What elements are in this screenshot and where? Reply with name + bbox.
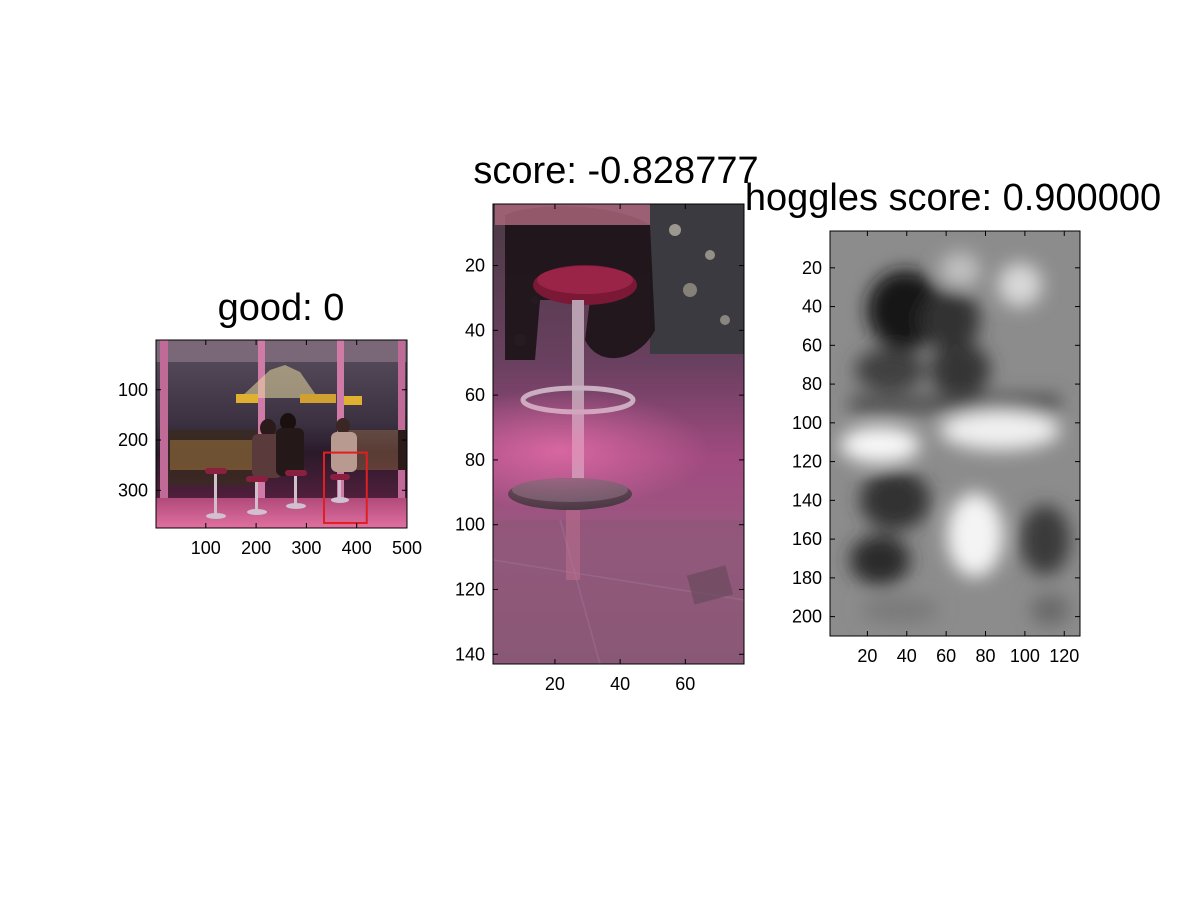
x-tick-label: 80 xyxy=(975,646,995,666)
panel-1-title: good: 0 xyxy=(218,287,345,329)
y-tick-label: 20 xyxy=(465,256,485,276)
y-tick-label: 140 xyxy=(792,490,822,510)
x-tick-label: 200 xyxy=(241,538,271,558)
detection-box xyxy=(323,451,368,524)
axes-2-frame xyxy=(492,203,745,665)
x-tick-label: 500 xyxy=(392,538,422,558)
y-tick-label: 100 xyxy=(455,515,485,535)
y-tick-label: 40 xyxy=(802,297,822,317)
y-tick-label: 80 xyxy=(465,450,485,470)
y-tick-label: 160 xyxy=(792,529,822,549)
y-tick-label: 40 xyxy=(465,320,485,340)
scene-image xyxy=(156,340,407,528)
panel-3-title: hoggles score: 0.900000 xyxy=(745,177,1161,219)
x-tick-label: 100 xyxy=(191,538,221,558)
x-tick-label: 120 xyxy=(1049,646,1079,666)
panel-2-title: score: -0.828777 xyxy=(473,150,758,192)
panel-good: good: 0 xyxy=(118,287,422,558)
y-tick-label: 60 xyxy=(802,335,822,355)
x-tick-label: 100 xyxy=(1010,646,1040,666)
y-tick-label: 200 xyxy=(792,607,822,627)
x-tick-label: 20 xyxy=(545,674,565,694)
panel-score: score: -0.828777 xyxy=(455,150,759,694)
y-tick-label: 180 xyxy=(792,568,822,588)
y-tick-label: 60 xyxy=(465,385,485,405)
axes-2-ticks: 20 40 60 20 40 60 80 100 120 140 xyxy=(455,204,744,694)
x-tick-label: 60 xyxy=(936,646,956,666)
x-tick-label: 60 xyxy=(675,674,695,694)
axes-3-ticks: 20 40 60 80 100 120 20 40 60 80 100 120 140 160 180 200 xyxy=(792,231,1080,666)
y-tick-label: 120 xyxy=(455,579,485,599)
x-tick-label: 400 xyxy=(342,538,372,558)
x-tick-label: 20 xyxy=(857,646,877,666)
panel-hoggles: hoggles score: 0.900000 xyxy=(745,177,1161,666)
axes-1-frame xyxy=(155,339,408,529)
y-tick-label: 200 xyxy=(118,430,148,450)
x-tick-label: 40 xyxy=(610,674,630,694)
x-tick-label: 300 xyxy=(291,538,321,558)
crop-image xyxy=(493,204,744,664)
hoggles-heatmap xyxy=(830,231,1080,636)
y-tick-label: 300 xyxy=(118,480,148,500)
x-tick-label: 40 xyxy=(897,646,917,666)
axes-1-ticks: 100 200 300 400 500 100 200 300 xyxy=(118,340,422,558)
y-tick-label: 20 xyxy=(802,258,822,278)
y-tick-label: 80 xyxy=(802,374,822,394)
y-tick-label: 100 xyxy=(792,413,822,433)
axes-3-frame xyxy=(829,230,1081,637)
y-tick-label: 100 xyxy=(118,380,148,400)
y-tick-label: 120 xyxy=(792,452,822,472)
y-tick-label: 140 xyxy=(455,644,485,664)
